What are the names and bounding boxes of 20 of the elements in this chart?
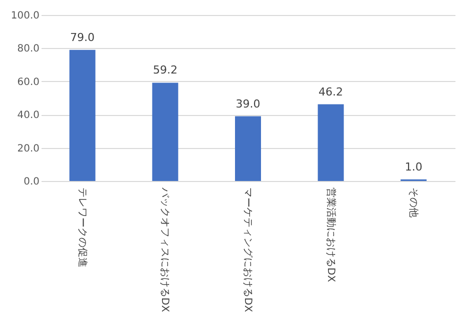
x-tick-label: その他 [408,188,420,218]
x-tick-label: マーケティングにおけるDX [242,188,253,312]
bar [152,82,178,181]
x-tick-label: テレワークの促進 [76,188,88,268]
bar [235,116,261,181]
bar [69,50,96,181]
bar [318,104,344,181]
x-tick-label: バックオフィスにおけるDX [159,186,170,312]
y-tick-label: 80.0 [17,44,40,55]
y-tick-label: 20.0 [17,143,40,154]
y-tick-label: 40.0 [17,110,40,122]
data-label: 79.0 [70,30,95,44]
y-tick-label: 60.0 [17,76,40,88]
y-tick-label: 0.0 [24,176,40,188]
data-label: 46.2 [318,85,344,98]
x-tick-label: 営業活動におけるDX [324,188,337,282]
data-label: 1.0 [404,160,422,174]
data-label: 59.2 [152,64,178,77]
y-tick-label: 100.0 [10,10,40,22]
data-label: 39.0 [236,97,260,110]
